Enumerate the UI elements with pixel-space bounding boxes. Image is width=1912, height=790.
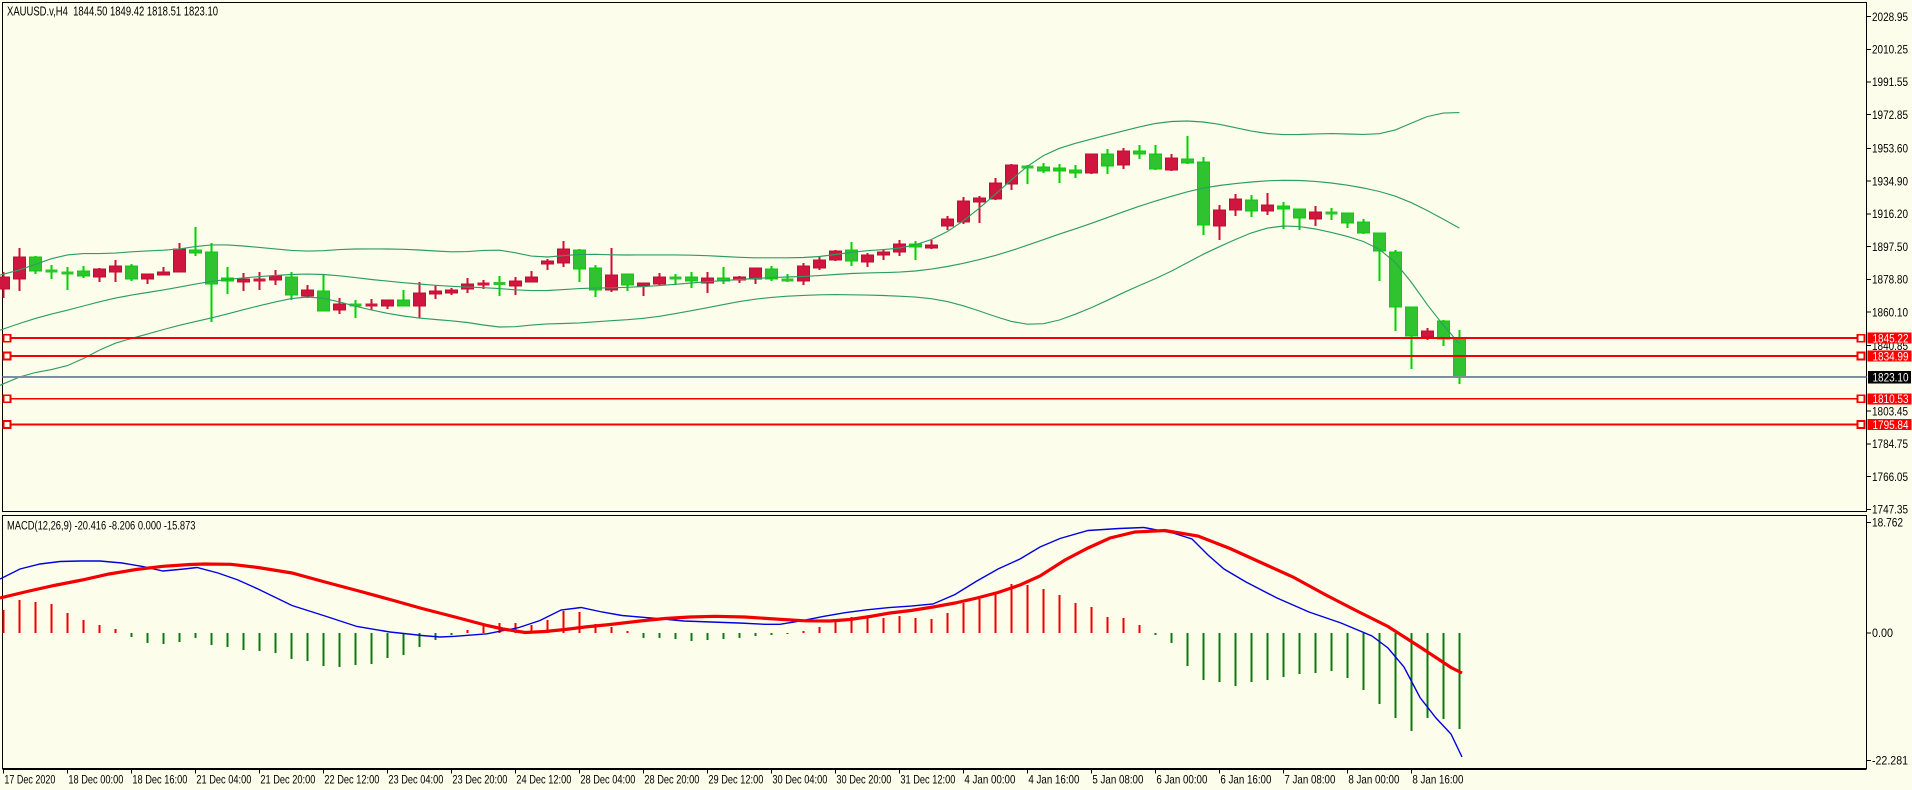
svg-text:1834.99: 1834.99 xyxy=(1873,349,1909,363)
svg-text:28 Dec 04:00: 28 Dec 04:00 xyxy=(580,773,635,787)
svg-text:0.00: 0.00 xyxy=(1872,626,1893,640)
svg-text:2028.95: 2028.95 xyxy=(1872,10,1908,24)
svg-text:31 Dec 12:00: 31 Dec 12:00 xyxy=(900,773,955,787)
svg-text:1934.90: 1934.90 xyxy=(1872,174,1908,188)
svg-text:1991.55: 1991.55 xyxy=(1872,75,1908,89)
svg-text:18 Dec 00:00: 18 Dec 00:00 xyxy=(68,773,123,787)
svg-text:1897.50: 1897.50 xyxy=(1872,240,1908,254)
svg-text:1823.10: 1823.10 xyxy=(1873,370,1909,384)
svg-text:1784.75: 1784.75 xyxy=(1872,437,1908,451)
svg-text:1747.35: 1747.35 xyxy=(1872,503,1908,517)
svg-text:8 Jan 16:00: 8 Jan 16:00 xyxy=(1412,773,1463,787)
svg-text:21 Dec 04:00: 21 Dec 04:00 xyxy=(196,773,251,787)
svg-text:6 Jan 16:00: 6 Jan 16:00 xyxy=(1220,773,1271,787)
svg-text:MACD(12,26,9) -20.416 -8.206 0: MACD(12,26,9) -20.416 -8.206 0.000 -15.8… xyxy=(7,520,196,532)
svg-text:29 Dec 12:00: 29 Dec 12:00 xyxy=(708,773,763,787)
svg-text:22 Dec 12:00: 22 Dec 12:00 xyxy=(324,773,379,787)
svg-text:18 Dec 16:00: 18 Dec 16:00 xyxy=(132,773,187,787)
svg-text:6 Jan 00:00: 6 Jan 00:00 xyxy=(1156,773,1207,787)
svg-text:8 Jan 00:00: 8 Jan 00:00 xyxy=(1348,773,1399,787)
svg-text:7 Jan 08:00: 7 Jan 08:00 xyxy=(1284,773,1335,787)
svg-text:4 Jan 00:00: 4 Jan 00:00 xyxy=(964,773,1015,787)
svg-text:28 Dec 20:00: 28 Dec 20:00 xyxy=(644,773,699,787)
svg-text:4 Jan 16:00: 4 Jan 16:00 xyxy=(1028,773,1079,787)
svg-text:1766.05: 1766.05 xyxy=(1872,470,1908,484)
svg-text:1916.20: 1916.20 xyxy=(1872,207,1908,221)
svg-text:5 Jan 08:00: 5 Jan 08:00 xyxy=(1092,773,1143,787)
svg-text:1795.84: 1795.84 xyxy=(1873,418,1909,432)
svg-text:1972.85: 1972.85 xyxy=(1872,108,1908,122)
svg-text:17 Dec 2020: 17 Dec 2020 xyxy=(4,773,55,787)
svg-text:2010.25: 2010.25 xyxy=(1872,43,1908,57)
svg-text:-22.281: -22.281 xyxy=(1872,754,1908,768)
svg-text:1953.60: 1953.60 xyxy=(1872,142,1908,156)
svg-text:1810.53: 1810.53 xyxy=(1873,392,1909,406)
svg-text:XAUUSD.v,H4 1844.50 1849.42 1: XAUUSD.v,H4 1844.50 1849.42 1818.51 1823… xyxy=(7,4,218,18)
svg-text:24 Dec 12:00: 24 Dec 12:00 xyxy=(516,773,571,787)
svg-text:30 Dec 20:00: 30 Dec 20:00 xyxy=(836,773,891,787)
svg-text:1803.45: 1803.45 xyxy=(1872,404,1908,418)
svg-text:21 Dec 20:00: 21 Dec 20:00 xyxy=(260,773,315,787)
svg-text:23 Dec 04:00: 23 Dec 04:00 xyxy=(388,773,443,787)
svg-text:1860.10: 1860.10 xyxy=(1872,305,1908,319)
svg-text:30 Dec 04:00: 30 Dec 04:00 xyxy=(772,773,827,787)
svg-text:1845.22: 1845.22 xyxy=(1873,331,1909,345)
svg-text:1878.80: 1878.80 xyxy=(1872,273,1908,287)
svg-text:23 Dec 20:00: 23 Dec 20:00 xyxy=(452,773,507,787)
svg-text:18.762: 18.762 xyxy=(1872,516,1903,530)
